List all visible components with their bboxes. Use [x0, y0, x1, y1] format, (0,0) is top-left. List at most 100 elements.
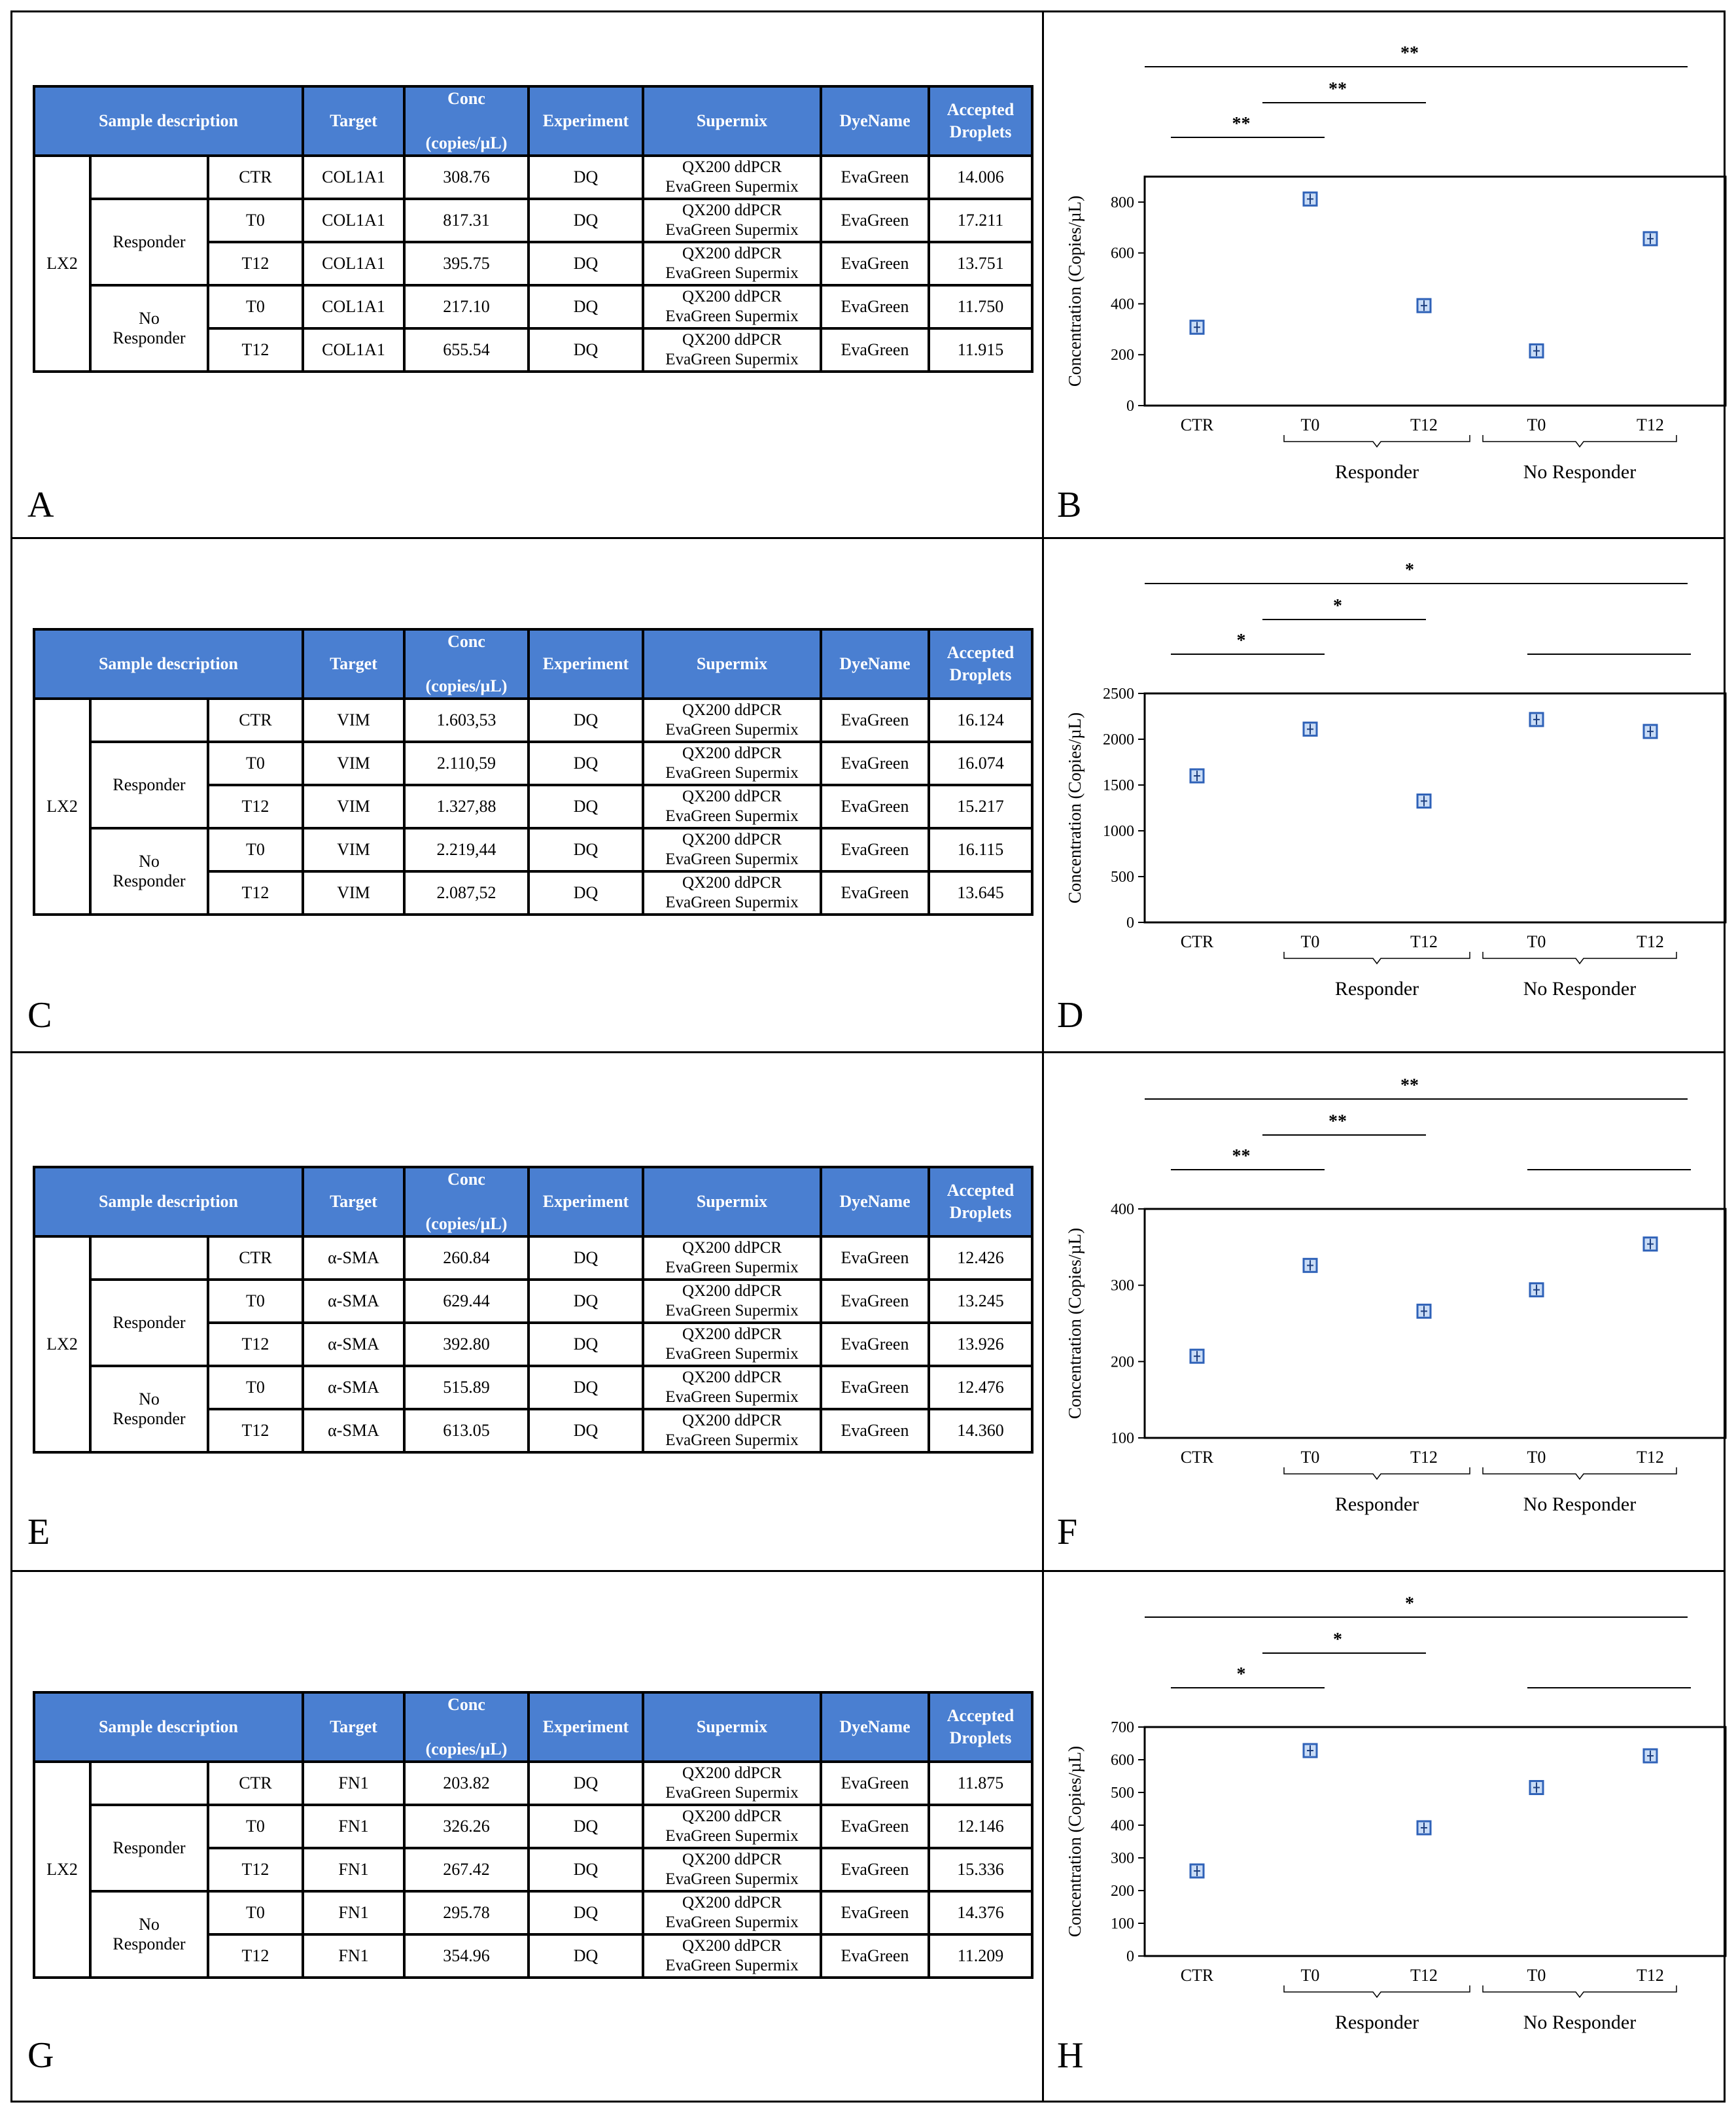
supermix-line1: QX200 ddPCR: [682, 1764, 782, 1782]
group-no-responder-line1: No: [139, 1389, 160, 1408]
panel-divider-vertical: [1042, 10, 1044, 2103]
header-conc: Conc (copies/µL): [403, 628, 530, 700]
header-conc: Conc (copies/µL): [403, 85, 530, 157]
panel-letter: E: [27, 1512, 50, 1552]
cell-sample: CTR: [207, 1760, 304, 1806]
cell-dye: EvaGreen: [820, 241, 930, 287]
supermix-line2: EvaGreen Supermix: [665, 264, 799, 282]
supermix-line1: QX200 ddPCR: [682, 1239, 782, 1257]
cell-dye: EvaGreen: [820, 1804, 930, 1849]
cell-experiment: DQ: [527, 327, 644, 373]
group-empty: [89, 1235, 209, 1281]
cell-sample: T0: [207, 1804, 304, 1849]
y-axis-label: Concentration (Copies/µL): [1065, 712, 1085, 903]
cell-dye: EvaGreen: [820, 1235, 930, 1281]
supermix-line1: QX200 ddPCR: [682, 1412, 782, 1429]
cell-supermix: QX200 ddPCR EvaGreen Supermix: [642, 697, 822, 743]
table-row: T12 VIM 2.087,52 DQ QX200 ddPCR EvaGreen Supe…: [34, 870, 1033, 916]
panel-letter: D: [1057, 995, 1084, 1036]
group-brace: [1482, 952, 1677, 965]
significance-label: **: [1232, 1146, 1251, 1166]
cell-droplets: 12.476: [928, 1365, 1033, 1410]
y-tick-label: 100: [1111, 1430, 1134, 1447]
panel-divider: [10, 1570, 1726, 1572]
cell-sample: T0: [207, 198, 304, 243]
supermix-line1: QX200 ddPCR: [682, 1325, 782, 1343]
cell-experiment: DQ: [527, 154, 644, 200]
cell-droplets: 16.074: [928, 741, 1033, 786]
cell-sample: T12: [207, 1321, 304, 1367]
cell-conc: 260.84: [403, 1235, 530, 1281]
header-sample-description: Sample description: [33, 85, 304, 157]
header-target: Target: [302, 628, 406, 700]
header-conc-line1: Conc: [447, 89, 485, 108]
ddpcr-table: Sample description Target Conc (copies/µL) E…: [33, 1166, 1033, 1454]
cell-dye: EvaGreen: [820, 198, 930, 243]
table-row: T12 α-SMA 392.80 DQ QX200 ddPCR EvaGreen Supe…: [34, 1321, 1033, 1367]
cell-dye: EvaGreen: [820, 284, 930, 330]
group-no-responder: No Responder: [89, 1890, 209, 1979]
group-no-responder: No Responder: [89, 827, 209, 916]
cell-line: LX2: [33, 154, 92, 373]
cell-conc: 515.89: [403, 1365, 530, 1410]
cell-conc: 629.44: [403, 1278, 530, 1324]
cell-target: COL1A1: [302, 241, 406, 287]
header-dyename: DyeName: [820, 628, 930, 700]
supermix-line2: EvaGreen Supermix: [665, 894, 799, 911]
cell-supermix: QX200 ddPCR EvaGreen Supermix: [642, 284, 822, 330]
cell-dye: EvaGreen: [820, 741, 930, 786]
table-header-row: Sample description Target Conc (copies/µL) E…: [33, 85, 1033, 157]
cell-target: FN1: [302, 1890, 406, 1936]
y-tick-label: 400: [1111, 1201, 1134, 1218]
y-axis-label: Concentration (Copies/µL): [1065, 1228, 1085, 1419]
supermix-line2: EvaGreen Supermix: [665, 1302, 799, 1319]
cell-dye: EvaGreen: [820, 1408, 930, 1454]
cell-conc: 203.82: [403, 1760, 530, 1806]
cell-supermix: QX200 ddPCR EvaGreen Supermix: [642, 1933, 822, 1979]
cell-conc: 655.54: [403, 327, 530, 373]
x-tick-label: T12: [1410, 932, 1438, 951]
panel-letter: F: [1057, 1512, 1078, 1552]
cell-supermix: QX200 ddPCR EvaGreen Supermix: [642, 784, 822, 829]
supermix-line2: EvaGreen Supermix: [665, 850, 799, 868]
cell-sample: T0: [207, 1278, 304, 1324]
supermix-line1: QX200 ddPCR: [682, 1282, 782, 1300]
ddpcr-table: Sample description Target Conc (copies/µL) E…: [33, 628, 1033, 916]
plot-frame: [1143, 1208, 1727, 1439]
header-target: Target: [302, 1166, 406, 1238]
cell-droplets: 11.875: [928, 1760, 1033, 1806]
panel-divider: [10, 1051, 1726, 1053]
panel-letter: G: [27, 2035, 54, 2076]
cell-sample: T12: [207, 1408, 304, 1454]
supermix-line1: QX200 ddPCR: [682, 701, 782, 719]
panel-letter: H: [1057, 2035, 1084, 2076]
supermix-line1: QX200 ddPCR: [682, 831, 782, 848]
cell-sample: T12: [207, 870, 304, 916]
header-experiment: Experiment: [527, 1166, 644, 1238]
cell-target: COL1A1: [302, 198, 406, 243]
cell-dye: EvaGreen: [820, 1365, 930, 1410]
group-brace: [1482, 1985, 1677, 1999]
cell-sample: T12: [207, 784, 304, 829]
x-tick-label: T12: [1410, 415, 1438, 434]
y-axis-label: Concentration (Copies/µL): [1065, 1746, 1085, 1937]
y-axis-label: Concentration (Copies/µL): [1065, 196, 1085, 387]
supermix-line2: EvaGreen Supermix: [665, 1827, 799, 1845]
cell-supermix: QX200 ddPCR EvaGreen Supermix: [642, 1365, 822, 1410]
group-no-responder: No Responder: [89, 1365, 209, 1454]
x-tick-label: T12: [1410, 1966, 1438, 1985]
cell-sample: T12: [207, 1847, 304, 1893]
cell-supermix: QX200 ddPCR EvaGreen Supermix: [642, 1321, 822, 1367]
cell-target: VIM: [302, 870, 406, 916]
supermix-line2: EvaGreen Supermix: [665, 1784, 799, 1802]
significance-label: **: [1400, 43, 1419, 63]
x-tick-label: CTR: [1181, 415, 1214, 434]
supermix-line1: QX200 ddPCR: [682, 874, 782, 892]
cell-sample: CTR: [207, 154, 304, 200]
header-supermix: Supermix: [642, 628, 822, 700]
x-tick-label: T0: [1301, 932, 1320, 951]
cell-droplets: 13.245: [928, 1278, 1033, 1324]
cell-droplets: 11.915: [928, 327, 1033, 373]
table-row: Responder T0 COL1A1 817.31 DQ QX200 ddPCR EvaG…: [34, 198, 1033, 287]
cell-experiment: DQ: [527, 241, 644, 287]
